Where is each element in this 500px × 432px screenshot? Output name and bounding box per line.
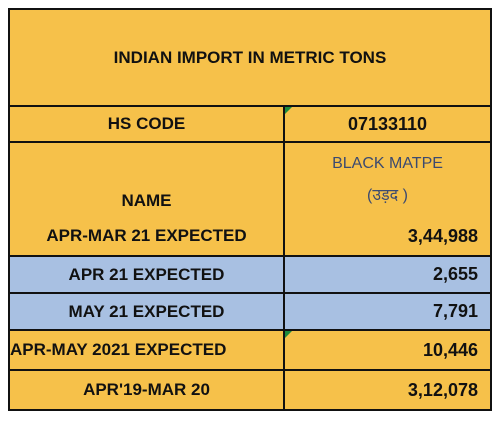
row-label: APR-MAY 2021 EXPECTED	[10, 331, 285, 369]
row-value-text: 10,446	[422, 339, 478, 360]
row-value: 3,44,988	[285, 217, 490, 255]
data-row: APR-MAR 21 EXPECTED 3,44,988	[10, 217, 490, 255]
cell-marker	[285, 331, 292, 338]
row-value: 2,655	[285, 257, 490, 292]
row-value-text: 7,791	[432, 301, 478, 321]
spreadsheet-table: INDIAN IMPORT IN METRIC TONS HS CODE 071…	[8, 8, 492, 411]
hs-code-text: 07133110	[347, 113, 428, 134]
cell-marker	[285, 107, 292, 114]
row-label: APR 21 EXPECTED	[10, 257, 285, 292]
name-label: NAME	[10, 143, 285, 217]
data-rows: APR-MAR 21 EXPECTED 3,44,988 APR 21 EXPECT…	[10, 217, 490, 409]
row-value-text: 3,44,988	[407, 225, 478, 246]
row-value: 3,12,078	[285, 371, 490, 409]
row-label: APR-MAR 21 EXPECTED	[10, 217, 285, 255]
name-row: NAME BLACK MATPE (उड़द )	[10, 141, 490, 217]
row-value-text: 2,655	[432, 264, 478, 284]
name-line: (उड़द )	[367, 187, 408, 204]
table-title: INDIAN IMPORT IN METRIC TONS	[113, 47, 387, 67]
row-value-text: 3,12,078	[407, 379, 478, 400]
row-value: 10,446	[285, 331, 490, 369]
data-row: MAY 21 EXPECTED 7,791	[10, 292, 490, 329]
data-row: APR'19-MAR 20 3,12,078	[10, 369, 490, 409]
name-line: BLACK MATPE	[332, 155, 443, 172]
hs-code-row: HS CODE 07133110	[10, 105, 490, 141]
name-value: BLACK MATPE (उड़द )	[285, 143, 490, 217]
row-value: 7,791	[285, 294, 490, 329]
data-row: APR-MAY 2021 EXPECTED 10,446	[10, 329, 490, 369]
row-label: APR'19-MAR 20	[10, 371, 285, 409]
data-row: APR 21 EXPECTED 2,655	[10, 255, 490, 292]
hs-code-value: 07133110	[285, 107, 490, 141]
row-label: MAY 21 EXPECTED	[10, 294, 285, 329]
hs-code-label: HS CODE	[10, 107, 285, 141]
title-row: INDIAN IMPORT IN METRIC TONS	[10, 10, 490, 105]
